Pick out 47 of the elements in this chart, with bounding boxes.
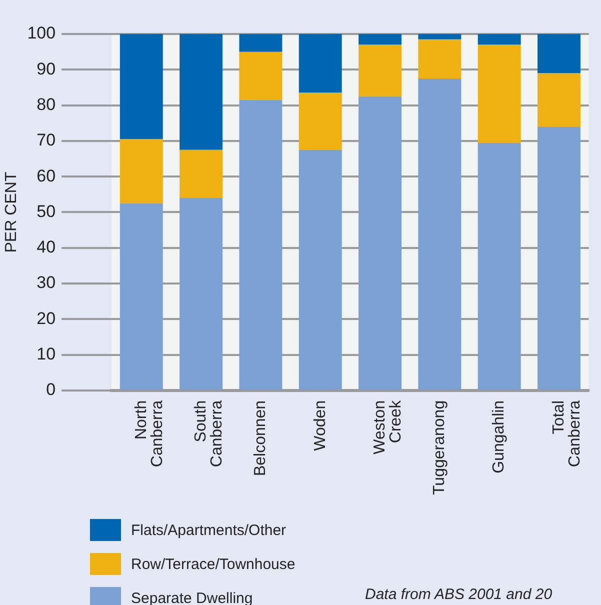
bar	[478, 44, 521, 143]
y-tick-label: 40	[36, 238, 56, 257]
y-tick-label: 90	[36, 59, 56, 78]
y-tick-label: 0	[46, 380, 56, 400]
bar	[298, 150, 342, 390]
y-tick-label: 50	[36, 202, 56, 221]
bar	[180, 198, 223, 390]
y-tick-label: 10	[36, 344, 56, 364]
y-tick-label: 100	[27, 24, 56, 43]
x-tick-label: Belconnen	[252, 400, 270, 476]
y-tick-label: 80	[36, 94, 56, 114]
bar	[298, 92, 342, 150]
y-tick-label: 60	[36, 166, 56, 186]
text: Data from ABS 2001 and 20	[365, 586, 552, 603]
bar	[120, 34, 163, 140]
bar	[239, 100, 282, 390]
x-tick-label: Total Canberra	[550, 400, 584, 468]
y-tick-label: 30	[36, 273, 56, 292]
bar	[239, 52, 282, 100]
bar	[358, 34, 402, 45]
x-tick-label: Tuggeranong	[431, 400, 448, 495]
x-tick-label: Gungahlin	[490, 400, 508, 474]
bar	[180, 34, 223, 150]
bar	[239, 34, 282, 52]
bar	[478, 142, 521, 390]
x-tick-label: South Canberra	[192, 400, 226, 468]
bar	[120, 203, 163, 390]
x-tick-label: North Canberra	[132, 400, 166, 468]
bar	[418, 39, 462, 79]
bar	[418, 78, 462, 390]
bar	[538, 126, 580, 390]
legend-label: Flats/Apartments/Other	[131, 522, 286, 538]
y-tick-label: 70	[36, 130, 56, 150]
y-tick-label: 20	[36, 308, 56, 328]
legend-label: Row/Terrace/Townhouse	[131, 556, 296, 572]
bar	[478, 34, 521, 45]
bar	[358, 96, 402, 390]
x-tick-label: Weston Creek	[371, 399, 404, 454]
bar	[298, 34, 342, 93]
bar	[538, 73, 580, 127]
bar	[358, 44, 402, 96]
bar	[180, 150, 223, 198]
x-tick-label: Woden	[312, 400, 329, 451]
y-axis-title: PER CENT	[3, 172, 20, 253]
bar	[538, 34, 580, 74]
bar	[120, 139, 163, 204]
bar	[418, 34, 462, 40]
